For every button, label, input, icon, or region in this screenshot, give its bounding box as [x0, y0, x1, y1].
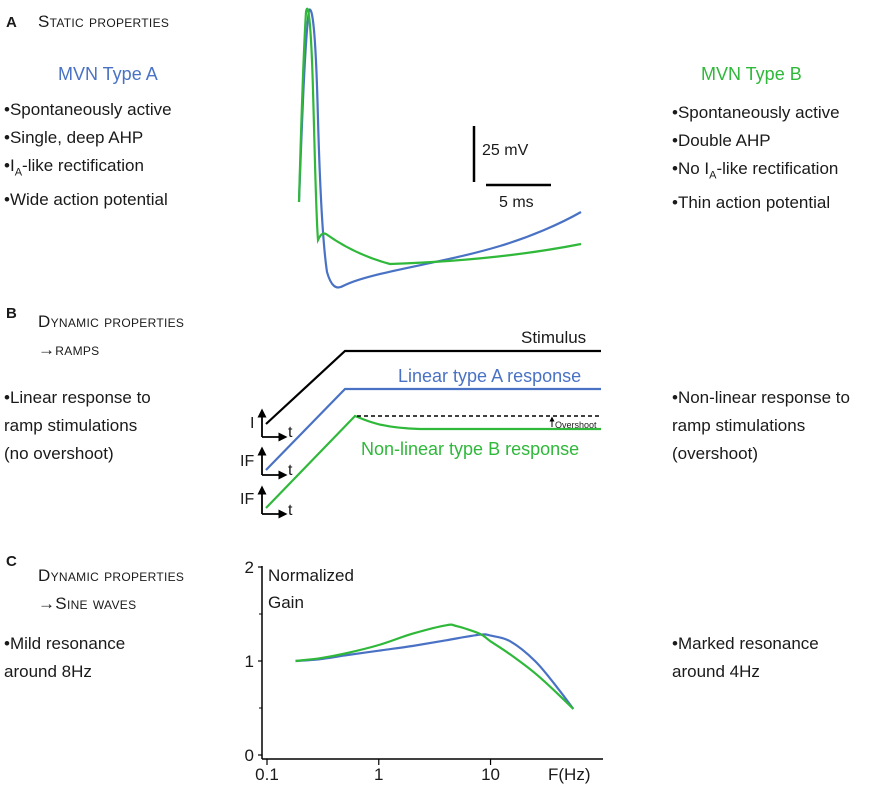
nonlinear-axis-y: IF: [240, 491, 254, 508]
stimulus-axis-x: t: [288, 424, 293, 441]
type-b-heading: MVN Type B: [701, 64, 802, 84]
stimulus-axes: I t: [250, 408, 293, 442]
panel-c-right-line-2: around 4Hz: [672, 662, 760, 681]
y-tick-label: 2: [245, 558, 254, 577]
panel-b-letter: B: [6, 305, 17, 322]
type-a-bullet-4: •Wide action potential: [4, 190, 168, 210]
y-tick-label: 1: [245, 652, 254, 671]
nonlinear-response-axes: IF t: [240, 485, 293, 519]
type-b-bullet-3: •No IA-like rectification: [672, 155, 840, 189]
type-a-ia-subscript: A: [14, 166, 23, 179]
gain-ticks: 0.1 1 10 0 1 2: [245, 558, 500, 784]
ramp-diagram: Overshoot Stimulus Linear type A respons…: [240, 328, 601, 519]
gain-xlabel: F(Hz): [548, 765, 590, 784]
panel-b-left-line-1: •Linear response to: [4, 388, 151, 407]
gain-chart: Normalized Gain F(Hz) 0.1 1 10 0 1 2: [245, 558, 603, 784]
panel-c-left-line-2: around 8Hz: [4, 662, 92, 681]
panel-a-letter: A: [6, 14, 17, 31]
type-b-action-potential: [297, 7, 582, 266]
type-b-gain-curve: [295, 623, 575, 710]
type-b-bullet-1: •Spontaneously active: [672, 103, 840, 122]
linear-axis-x: t: [288, 462, 293, 479]
panel-c-left-text: •Mild resonance around 8Hz: [4, 630, 125, 686]
linear-response-label: Linear type A response: [398, 366, 581, 386]
type-a-bullet-3: •IA-like rectification: [4, 152, 172, 186]
panel-c-letter: C: [6, 553, 17, 570]
gain-ylabel-line-2: Gain: [268, 593, 304, 612]
type-a-heading: MVN Type A: [58, 64, 158, 84]
type-b-ia-prefix: •No I: [672, 159, 710, 178]
panel-b-left-line-3: (no overshoot): [4, 444, 114, 463]
x-tick-label: 1: [374, 765, 383, 784]
type-a-bullet-2: •Single, deep AHP: [4, 128, 144, 147]
voltage-scale-label: 25 mV: [482, 142, 529, 159]
nonlinear-response-ramp: [265, 414, 601, 509]
type-b-ia-subscript: A: [709, 169, 717, 182]
x-tick-label: 0.1: [255, 765, 279, 784]
panel-b-subtitle: →ramps: [38, 340, 100, 359]
scale-bar: 25 mV 5 ms: [472, 126, 551, 211]
type-a-gain-curve: [295, 633, 575, 710]
nonlinear-axis-x: t: [288, 502, 293, 519]
panel-b-left-line-2: ramp stimulations: [4, 416, 138, 435]
type-b-bullet-2: •Double AHP: [672, 131, 771, 150]
panel-c-subtitle: →Sine waves: [38, 594, 137, 613]
stimulus-ramp: [265, 349, 601, 425]
gain-series: [295, 623, 575, 710]
overshoot-label: Overshoot: [555, 420, 597, 430]
panel-b-right-line-1: •Non-linear response to: [672, 388, 850, 407]
linear-response-axes: IF t: [240, 446, 293, 480]
type-a-ia-prefix: •I: [4, 156, 15, 175]
stimulus-label: Stimulus: [521, 328, 586, 347]
time-scale-label: 5 ms: [499, 194, 534, 211]
stimulus-axis-y: I: [250, 415, 254, 432]
type-a-action-potential: [297, 8, 582, 289]
panel-b-left-text: •Linear response to ramp stimulations (n…: [4, 384, 151, 468]
nonlinear-response-label: Non-linear type B response: [361, 439, 579, 459]
panel-a-title: Static properties: [38, 12, 170, 31]
gain-ylabel-line-1: Normalized: [268, 566, 354, 585]
panel-c-title: Dynamic properties: [38, 566, 185, 585]
type-a-bullet-1: •Spontaneously active: [4, 100, 172, 119]
type-b-properties: •Spontaneously active •Double AHP •No IA…: [672, 99, 840, 217]
panel-b-right-line-3: (overshoot): [672, 444, 758, 463]
panel-c-right-text: •Marked resonance around 4Hz: [672, 630, 819, 686]
type-a-properties: •Spontaneously active •Single, deep AHP …: [4, 96, 172, 214]
panel-b-right-text: •Non-linear response to ramp stimulation…: [672, 384, 850, 468]
linear-response-ramp: [265, 387, 601, 471]
type-b-bullet-4: •Thin action potential: [672, 193, 831, 213]
panel-b-right-line-2: ramp stimulations: [672, 416, 806, 435]
type-b-ia-suffix: -like rectification: [716, 159, 839, 178]
panel-c-right-line-1: •Marked resonance: [672, 634, 819, 653]
action-potential-traces: [297, 7, 582, 289]
x-tick-label: 10: [481, 765, 500, 784]
y-tick-label: 0: [245, 746, 254, 765]
panel-b-title: Dynamic properties: [38, 312, 185, 331]
linear-axis-y: IF: [240, 453, 254, 470]
panel-c-left-line-1: •Mild resonance: [4, 634, 126, 653]
type-a-ia-suffix: -like rectification: [22, 156, 144, 175]
